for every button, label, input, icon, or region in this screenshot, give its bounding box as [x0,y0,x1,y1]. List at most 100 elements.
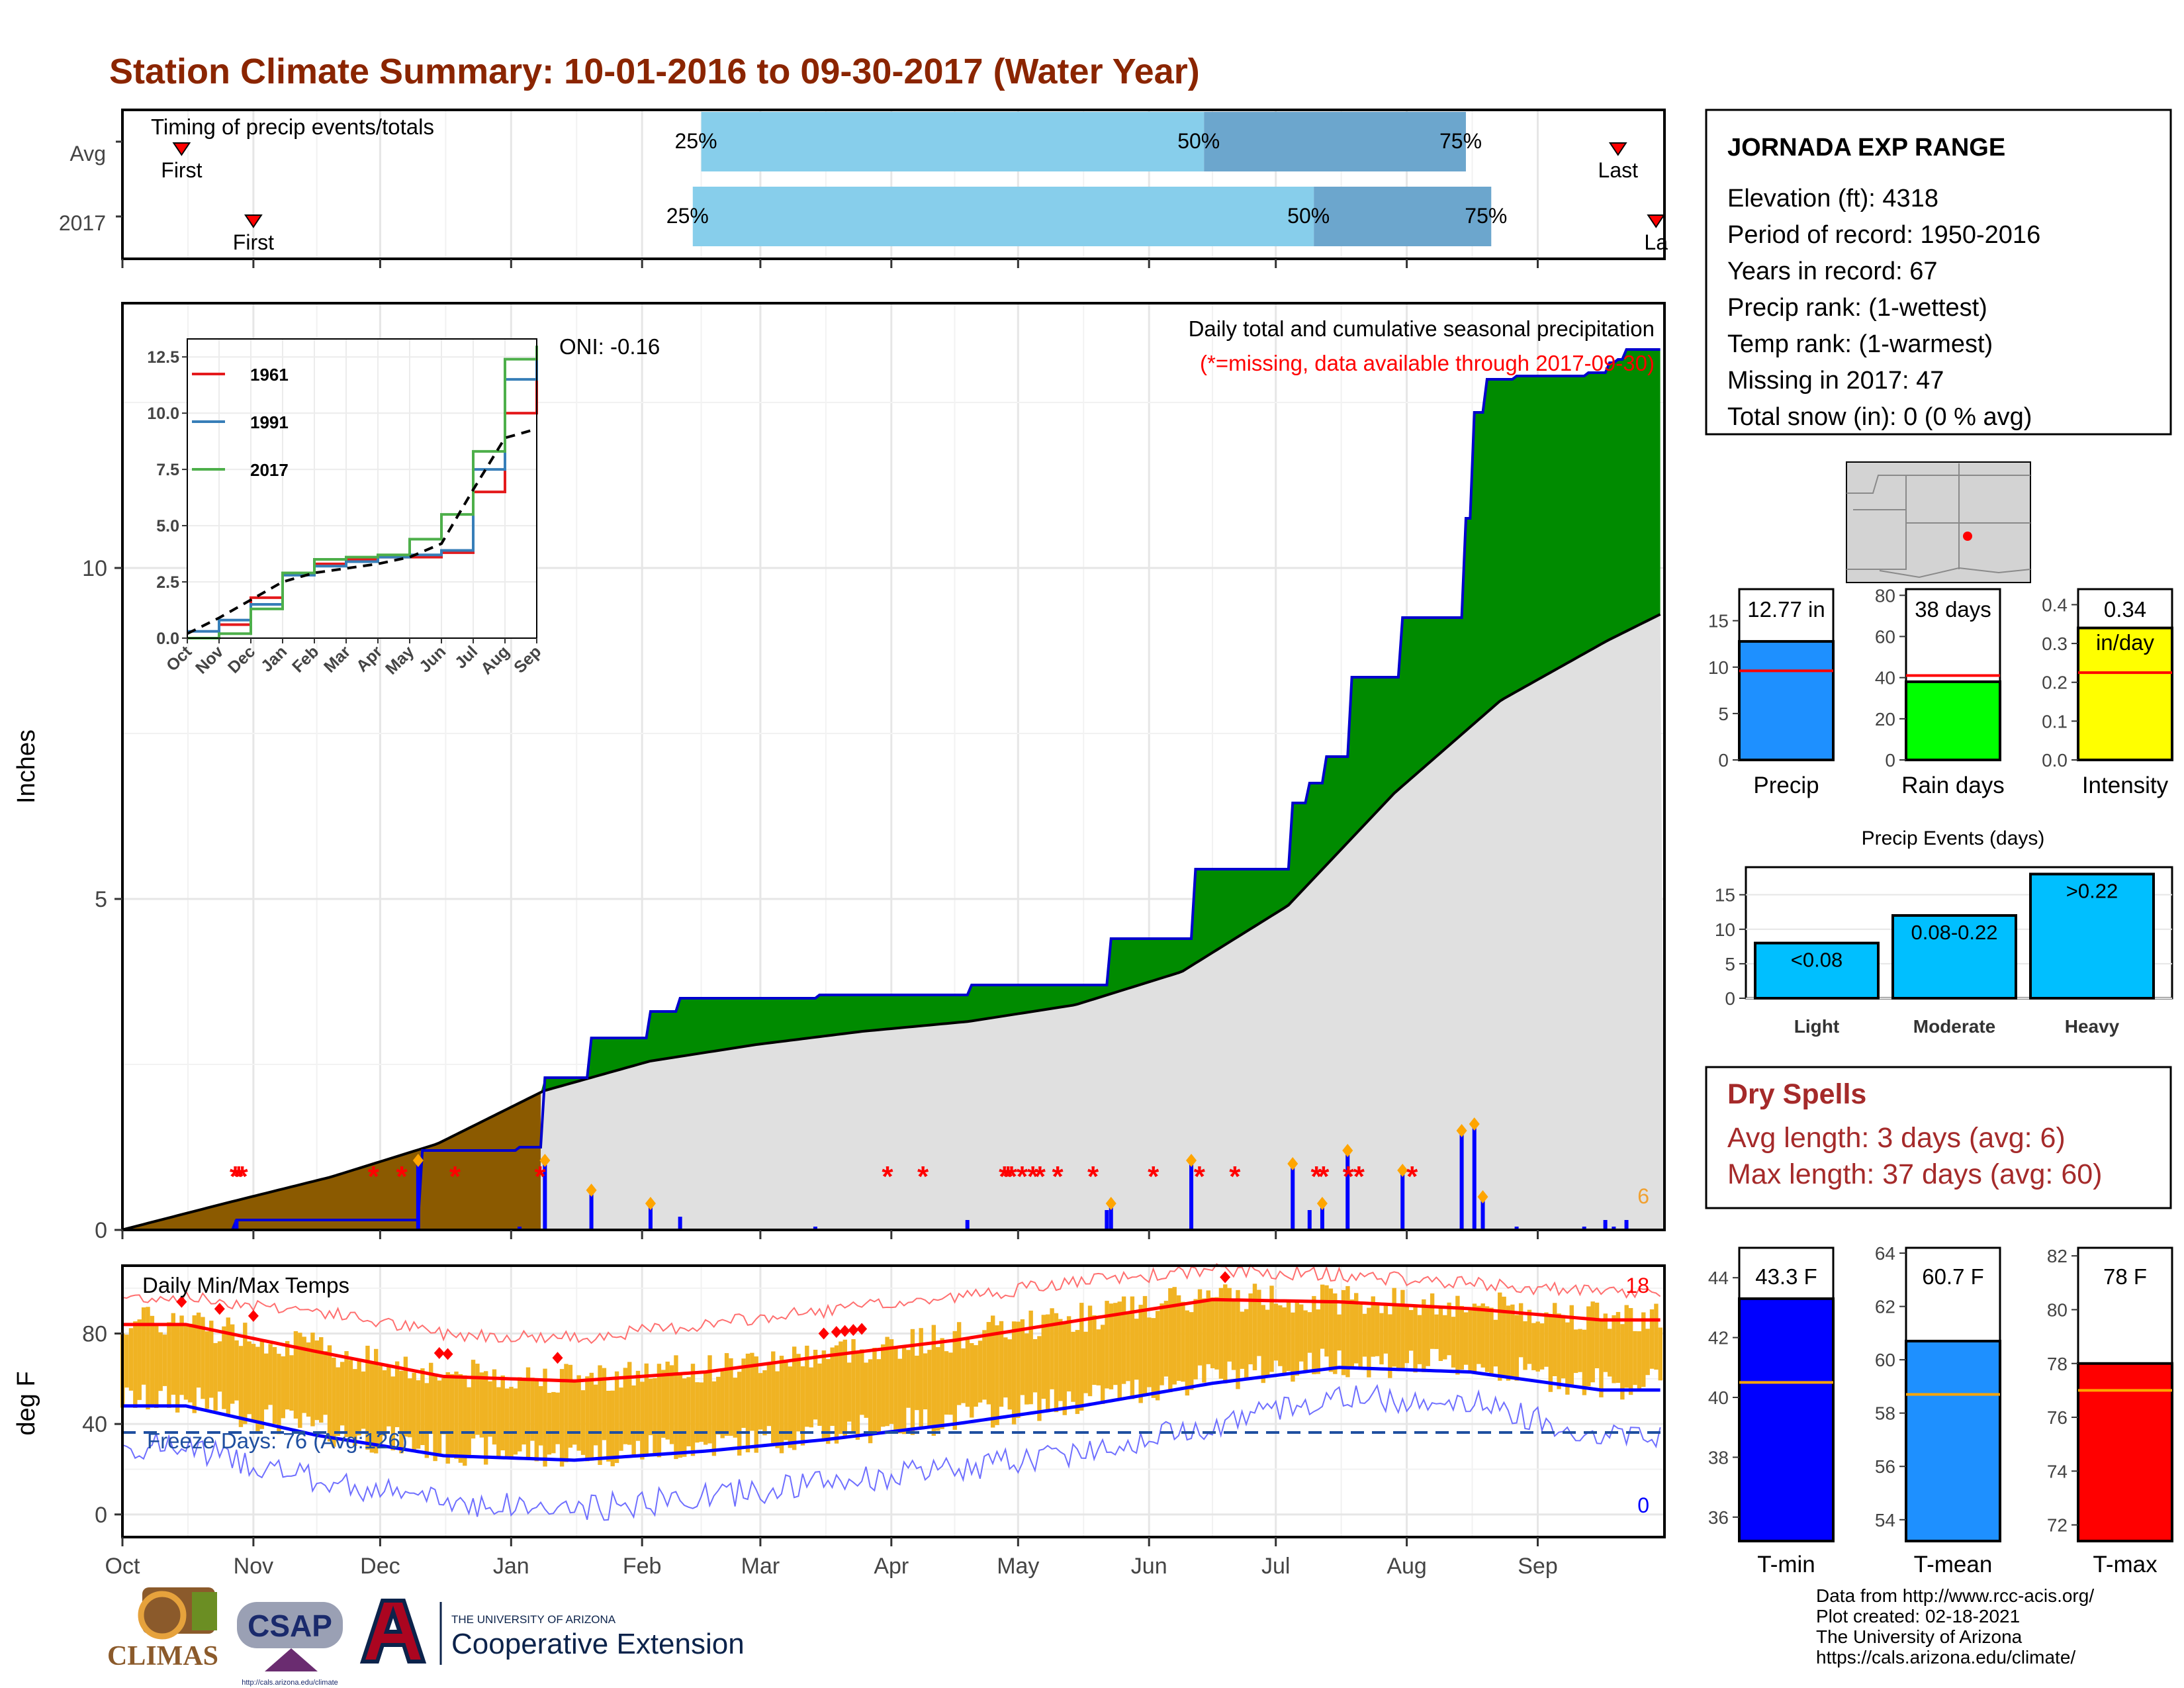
daily-temp-range [970,1342,974,1418]
daily-temp-range [128,1328,134,1391]
temp-category-label: T-max [2093,1552,2158,1577]
daily-temp-range [952,1331,957,1430]
daily-temp-range [230,1324,235,1404]
daily-temp-range [1172,1287,1177,1385]
daily-temp-range [530,1378,535,1441]
daily-temp-range [1041,1315,1046,1399]
daily-temp-range [353,1369,357,1446]
daily-temp-range [893,1348,898,1433]
daily-temp-range [1037,1336,1042,1421]
events-bar-range-label: <0.08 [1791,949,1843,972]
daily-temp-range [420,1368,425,1446]
events-title: Precip Events (days) [1862,827,2045,849]
daily-temp-range [915,1355,919,1411]
daily-temp-range [653,1378,657,1454]
daily-temp-range [826,1359,831,1444]
daily-temp-range [222,1326,226,1409]
daily-temp-range [1506,1305,1511,1381]
station-frame [1705,109,2172,436]
daily-temp-range [1071,1331,1075,1402]
mini-bar-precip [1738,639,1835,761]
record-high-marker [433,1346,445,1359]
daily-temp-range [555,1392,560,1444]
daily-temp-range [614,1371,619,1464]
daily-temp-range [999,1321,1004,1407]
daily-temp-range [1202,1298,1206,1383]
daily-temp-range [901,1344,907,1434]
temp-y-tick-label: 72 [2047,1515,2068,1536]
daily-temp-range [1599,1319,1604,1397]
daily-temp-range [1265,1309,1270,1377]
missing-day-marker: * [1229,1160,1241,1193]
precip-y-label: Inches [13,729,40,804]
daily-temp-range [1328,1288,1334,1372]
record-high-marker [248,1309,259,1322]
daily-temp-range [589,1372,594,1461]
station-name: JORNADA EXP RANGE [1727,134,2005,162]
precip-panel: *** * * * * * * ****** * * * * * ** ** * Daily total an… [13,302,1666,1243]
inset-y-tick-label: 12.5 [147,348,179,367]
daily-temp-range [179,1315,184,1395]
timing-bar-25-50 [701,112,1205,171]
x-tick-label: Feb [623,1554,662,1579]
daily-temp-range [868,1359,873,1444]
precip-note: Daily total and cumulative seasonal prec… [1189,316,1655,341]
daily-temp-range [1096,1329,1101,1385]
station-info-box: JORNADA EXP RANGE Elevation (ft): 4318 Pe… [1705,109,2172,436]
daily-temp-range [272,1346,277,1425]
record-high-marker [856,1323,868,1335]
daily-temp-range [1075,1330,1080,1415]
daily-temp-range [1282,1307,1287,1376]
mini-y-tick-label: 0 [1885,750,1895,771]
big-event-marker [412,1154,424,1167]
inset-x-tick-label: Nov [192,642,227,677]
dry-spells-max: Max length: 37 days (avg: 60) [1727,1158,2102,1190]
daily-temp-range [1371,1296,1375,1357]
daily-precip-bar [1472,1124,1477,1230]
daily-temp-range [978,1340,983,1403]
temp-y-tick-label: 38 [1708,1447,1729,1468]
daily-temp-range [1553,1303,1557,1376]
events-bar-light [1754,941,1880,1000]
ua-logo-small: THE UNIVERSITY OF ARIZONA [451,1613,616,1626]
daily-temp-range [175,1323,180,1413]
timing-pct75-label: 75% [1465,204,1507,228]
footer-line: The University of Arizona [1816,1626,2023,1647]
timing-pct50-label: 50% [1177,129,1220,153]
events-y-tick-label: 15 [1715,885,1735,906]
daily-temp-range [881,1344,886,1427]
daily-precip-bar [1400,1170,1405,1230]
station-info-line: Total snow (in): 0 (0 % avg) [1727,403,2032,431]
daily-temp-range [522,1380,526,1445]
daily-temp-range [1375,1304,1380,1356]
inset-x-tick-label: Jun [416,642,449,676]
mini-y-tick-label: 0 [1718,750,1729,771]
daily-temp-range [956,1322,962,1405]
daily-temp-range [602,1368,607,1440]
daily-temp-range [1295,1302,1300,1376]
daily-temp-range [382,1370,387,1436]
daily-temp-range [479,1372,484,1438]
daily-temp-range [1430,1293,1435,1349]
temp-category-label: T-mean [1914,1552,1993,1577]
climas-logo: CLIMAS [107,1587,218,1671]
daily-temp-range [1210,1297,1215,1368]
csap-logo: CSAP http://cals.arizona.edu/climate [237,1602,343,1687]
daily-temp-range [564,1364,569,1462]
daily-temp-range [889,1339,894,1425]
station-location-marker [1963,532,1972,541]
missing-day-marker: * [1017,1160,1028,1193]
x-tick-label: Apr [874,1554,909,1579]
daily-temp-range [729,1358,733,1436]
temp-label: Daily Min/Max Temps [142,1273,349,1297]
daily-temp-range [699,1382,704,1442]
daily-temp-range [1320,1284,1325,1349]
mini-y-tick-label: 15 [1708,611,1729,632]
daily-temp-range [255,1346,260,1432]
daily-temp-range [454,1371,459,1459]
daily-temp-range [1548,1316,1553,1392]
daily-temp-range [805,1345,809,1427]
daily-temp-range [1181,1301,1185,1382]
